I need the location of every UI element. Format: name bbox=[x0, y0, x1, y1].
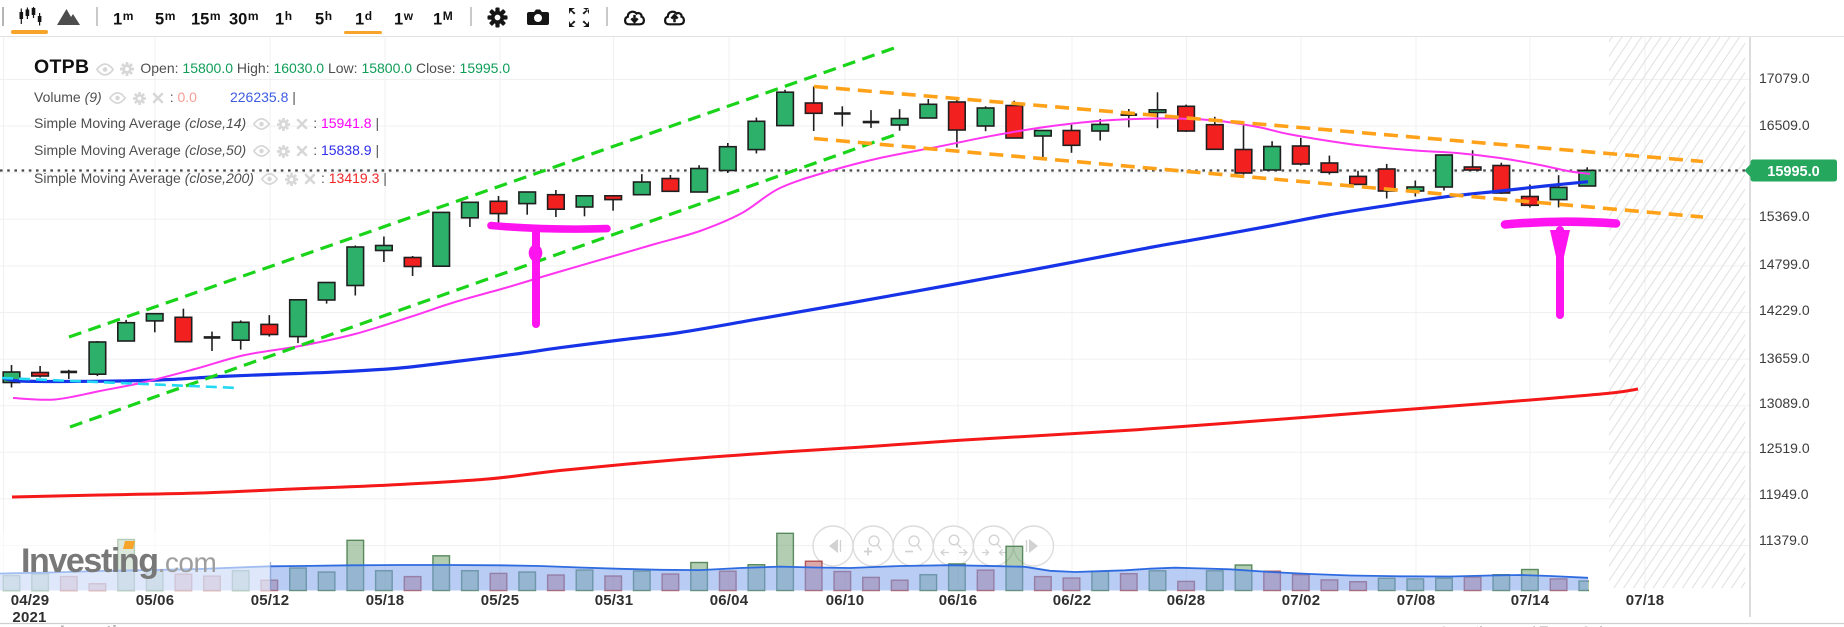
svg-text:15995.0: 15995.0 bbox=[1767, 164, 1819, 180]
